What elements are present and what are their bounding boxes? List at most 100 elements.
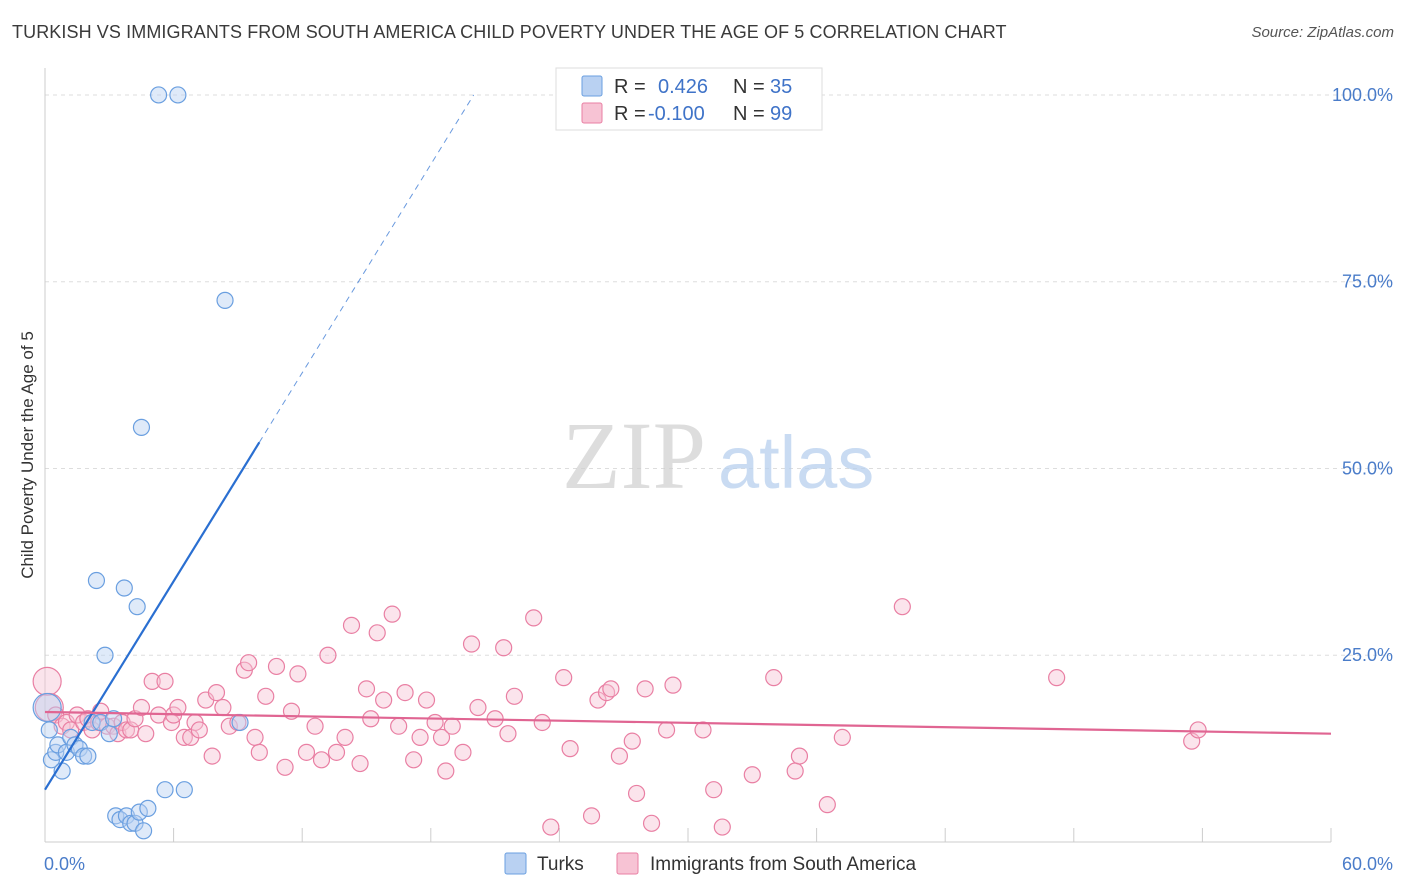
immigrants-point [561,740,579,758]
x-tick-label: 60.0% [1342,854,1393,874]
immigrants-point [469,698,487,717]
immigrants-point [694,721,712,739]
immigrants-point [426,713,444,732]
immigrants-point [432,728,451,747]
immigrants-point [207,683,226,702]
immigrants-point [250,743,268,761]
immigrants-point [1189,721,1207,739]
turks-trend-line [44,441,261,791]
immigrants-point [267,657,286,676]
immigrants-point [190,721,208,739]
immigrants-point [582,807,601,825]
immigrants-point [713,818,731,836]
immigrants-point [351,754,369,773]
turks-point [132,418,151,436]
watermark-zip: ZIP [562,402,706,509]
immigrants-point [383,605,401,623]
stats-r-value: -0.100 [648,103,705,125]
turks-point [87,571,106,590]
immigrants-point [336,728,354,747]
immigrants-point [319,646,337,664]
immigrants-point [555,669,573,687]
immigrants-point [495,639,513,657]
immigrants-point [533,713,551,732]
y-tick-label: 75.0% [1342,272,1393,292]
legend-label-immigrants: Immigrants from South America [650,854,917,875]
immigrants-point [417,691,436,709]
y-tick-label: 50.0% [1342,458,1393,478]
stats-r-label: R = [614,103,646,125]
turks-point [139,799,157,817]
turks-point [216,291,234,309]
watermark: ZIP atlas [562,402,874,509]
grid-lines [45,94,1392,656]
immigrants-point [790,747,809,765]
chart-title: TURKISH VS IMMIGRANTS FROM SOUTH AMERICA… [12,22,1007,42]
immigrants-point [357,680,376,698]
immigrants-point [156,672,174,690]
turks-point [175,781,193,799]
immigrants-point [143,672,161,690]
immigrants-point [390,717,408,735]
stats-n-label: N = [733,76,765,98]
immigrants-point [240,654,258,672]
immigrants-point [405,751,423,769]
immigrants-point [375,691,393,709]
immigrants-point [132,698,151,717]
y-axis-label: Child Poverty Under the Age of 5 [18,331,37,579]
immigrants-point [175,728,193,747]
immigrants-point [786,762,804,780]
y-tick-label: 25.0% [1342,645,1393,665]
immigrants-point [627,784,646,803]
turks-point [79,747,97,765]
immigrants-point [602,680,620,698]
immigrants-point [327,743,346,761]
immigrants-point [32,666,62,696]
turks-point [130,803,148,821]
turks-point [156,781,174,799]
immigrants-point [542,818,560,836]
turks-point [100,725,118,743]
immigrants-point [246,728,264,747]
y-tick-label: 100.0% [1332,85,1393,105]
immigrants-point [443,717,461,735]
immigrants-trend-line [44,710,1332,735]
legend-swatch-immigrants [616,852,639,875]
stats-r-label: R = [614,76,646,98]
immigrants-point [818,796,836,814]
immigrants-point [499,725,517,743]
immigrants-point [505,687,523,705]
immigrants-point [312,751,331,769]
immigrants-point [169,698,187,717]
immigrants-point [1048,669,1066,687]
immigrants-point [454,743,472,761]
immigrants-point [765,669,783,687]
immigrants-point [636,680,654,698]
watermark-atlas: atlas [718,421,874,504]
x-tick-label: 0.0% [44,854,85,874]
immigrants-point [257,687,275,705]
immigrants-point [462,635,481,653]
immigrants-point [362,710,380,728]
immigrants-point [411,728,429,747]
turks-point [104,710,123,728]
turks-point [32,692,62,723]
data-points [32,86,1207,840]
immigrants-point [657,721,676,739]
immigrants-point [610,747,629,765]
immigrants-point [289,665,307,683]
immigrants-point [276,758,294,776]
stats-n-value: 99 [770,103,792,125]
immigrants-point [642,814,661,832]
immigrants-point [525,609,543,627]
legend-swatch-turks [504,852,527,875]
immigrants-point [137,725,155,743]
series-legend: Turks Immigrants from South America [504,852,917,875]
turks-point [115,579,133,597]
turks-point [40,721,58,739]
stats-n-value: 35 [770,76,792,98]
turks-point [169,86,187,104]
immigrants-point [833,728,851,747]
stats-r-value: 0.426 [658,76,708,98]
